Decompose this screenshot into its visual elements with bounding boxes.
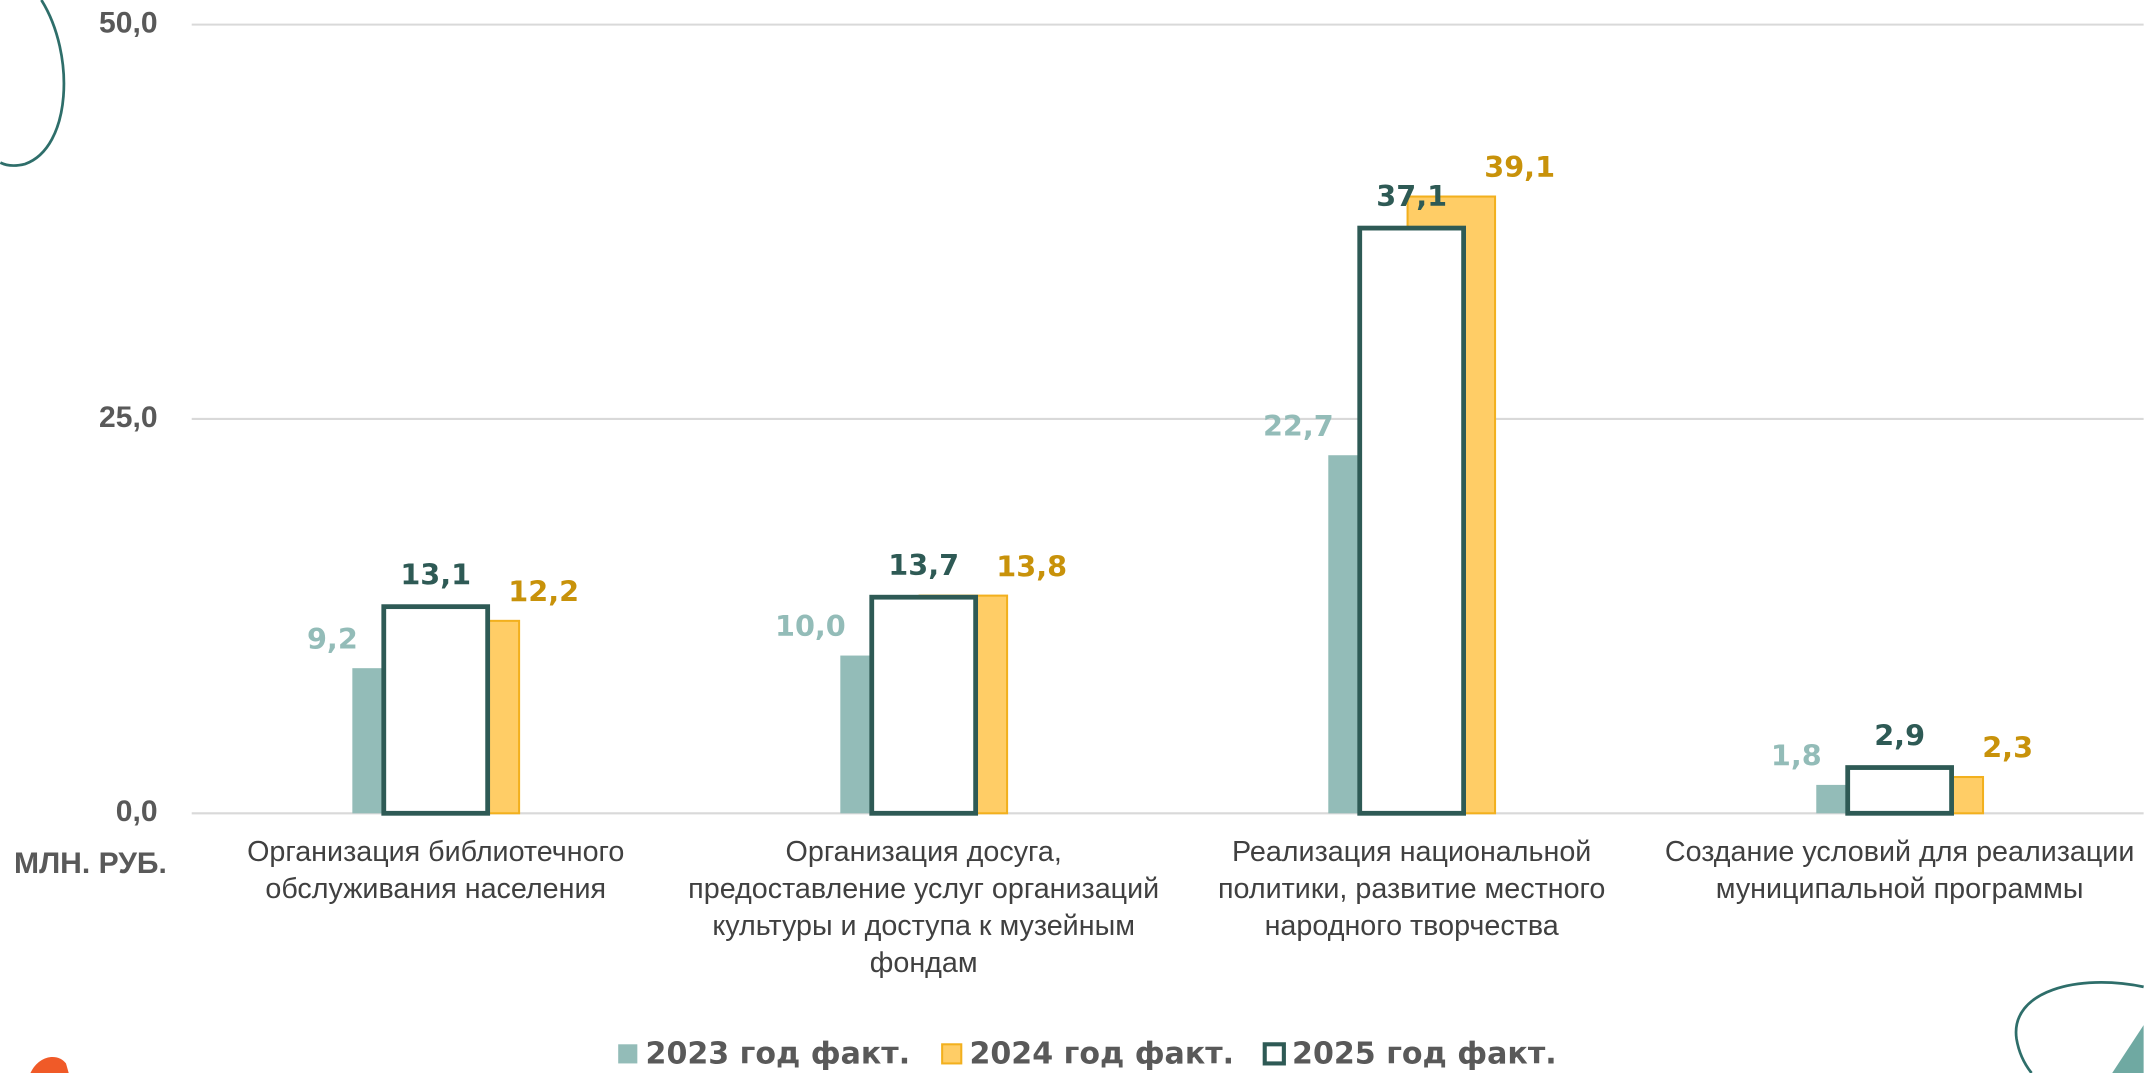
bar	[1845, 765, 1954, 816]
x-tick-label: Реализация национальной политики, развит…	[1217, 836, 1606, 942]
value-label: 39,1	[1484, 150, 1555, 184]
value-label: 13,8	[996, 549, 1067, 583]
value-label: 37,1	[1376, 179, 1447, 213]
value-label: 13,7	[888, 548, 959, 582]
decoration	[30, 1056, 69, 1073]
value-label: 12,2	[508, 575, 579, 609]
y-tick-label: 50,0	[99, 7, 158, 40]
x-tick-label-box: Реализация национальной политики, развит…	[1217, 836, 1606, 942]
value-label: 2,3	[1982, 731, 2033, 765]
bar	[1816, 784, 1848, 814]
decoration	[2112, 1025, 2144, 1073]
bar	[869, 594, 979, 816]
decoration	[2014, 981, 2144, 1073]
legend-swatch	[1262, 1042, 1286, 1066]
x-tick-label: Организация досуга, предоставление услуг…	[688, 836, 1160, 979]
x-tick-label-box: Создание условий для реализации муниципа…	[1664, 836, 2135, 905]
decoration	[0, 0, 66, 167]
x-tick-label: Организация библиотечного обслуживания н…	[247, 836, 625, 905]
x-tick-label-box: Организация досуга, предоставление услуг…	[688, 836, 1160, 979]
bar	[1328, 455, 1360, 814]
y-tick-label: 25,0	[99, 401, 158, 434]
value-label: 1,8	[1771, 739, 1822, 773]
bar	[381, 604, 491, 816]
y-unit-label: МЛН. РУБ.	[14, 847, 167, 880]
value-label: 10,0	[775, 609, 846, 643]
value-label: 22,7	[1263, 409, 1334, 443]
value-label: 2,9	[1874, 718, 1925, 752]
legend-swatch	[941, 1043, 963, 1065]
y-tick-label: 0,0	[116, 795, 158, 828]
bar	[1357, 225, 1467, 816]
x-tick-label: Создание условий для реализации муниципа…	[1664, 836, 2135, 905]
bar	[840, 655, 872, 814]
bar	[352, 668, 384, 814]
legend-label: 2023 год факт.	[646, 1037, 911, 1072]
x-tick-label-box: Организация библиотечного обслуживания н…	[247, 836, 625, 905]
value-label: 9,2	[307, 622, 358, 656]
legend-swatch	[618, 1044, 638, 1064]
value-label: 13,1	[400, 558, 471, 592]
legend-label: 2025 год факт.	[1292, 1037, 1557, 1072]
legend-label: 2024 год факт.	[969, 1037, 1234, 1072]
